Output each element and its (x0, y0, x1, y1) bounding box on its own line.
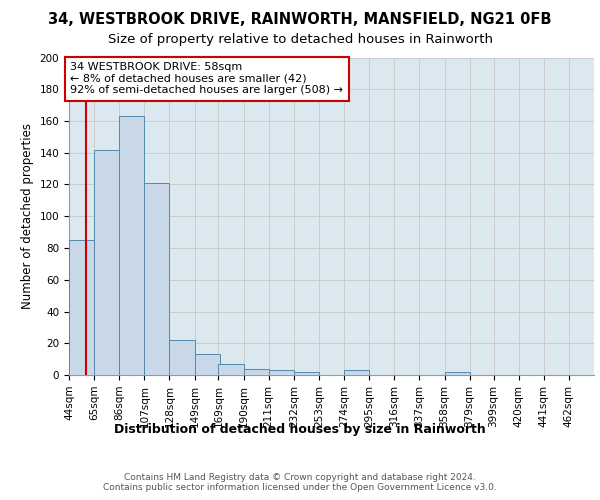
Bar (119, 116, 145, 375)
Text: Distribution of detached houses by size in Rainworth: Distribution of detached houses by size … (114, 422, 486, 436)
Bar (269, 370, 294, 375)
Bar (169, 340, 194, 375)
Text: Size of property relative to detached houses in Rainworth: Size of property relative to detached ho… (107, 32, 493, 46)
Bar (244, 368, 269, 375)
Text: 34 WESTBROOK DRIVE: 58sqm
← 8% of detached houses are smaller (42)
92% of semi-d: 34 WESTBROOK DRIVE: 58sqm ← 8% of detach… (70, 62, 343, 96)
Bar (69, 240, 94, 375)
Bar (294, 372, 319, 375)
Bar (145, 183, 169, 375)
Bar (344, 370, 369, 375)
Bar (94, 150, 119, 375)
Text: Contains HM Land Registry data © Crown copyright and database right 2024.
Contai: Contains HM Land Registry data © Crown c… (103, 472, 497, 492)
Y-axis label: Number of detached properties: Number of detached properties (21, 123, 34, 309)
Text: 34, WESTBROOK DRIVE, RAINWORTH, MANSFIELD, NG21 0FB: 34, WESTBROOK DRIVE, RAINWORTH, MANSFIEL… (48, 12, 552, 28)
Bar (218, 364, 244, 375)
Bar (445, 372, 470, 375)
Bar (194, 354, 220, 375)
